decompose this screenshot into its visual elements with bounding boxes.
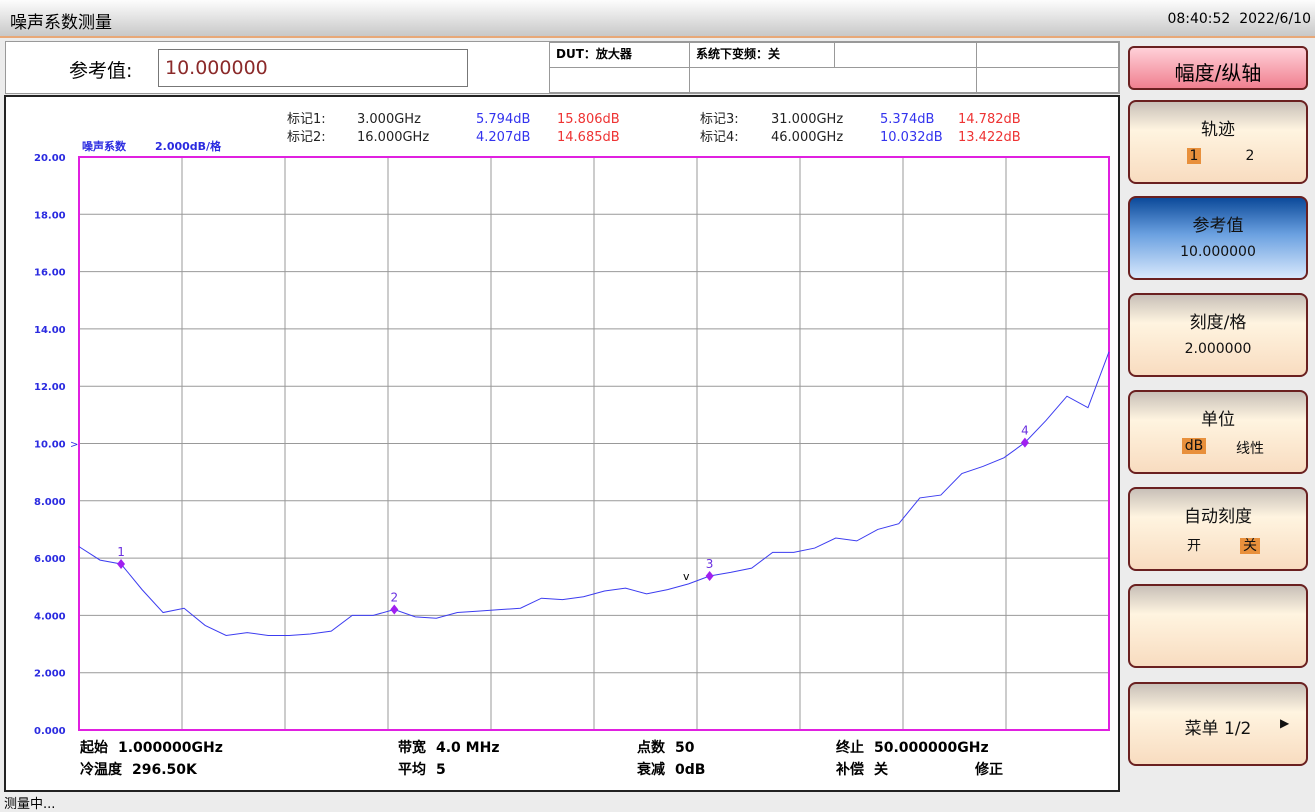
y-tick-label: 6.000 — [34, 554, 66, 565]
menu-arrow: ▶ — [1280, 716, 1290, 730]
footer-value: 1.000000GHz — [118, 740, 223, 756]
menu-option: 1 — [1174, 148, 1214, 164]
marker-readout-label: 标记3: — [700, 112, 739, 127]
datetime: 08:40:52 2022/6/10 — [1167, 11, 1311, 27]
y-tick-label: 0.000 — [34, 726, 66, 737]
y-tick-label: 12.00 — [34, 382, 66, 393]
marker-readout-gain: 14.685dB — [557, 130, 620, 145]
footer-key: 补偿 — [835, 761, 864, 778]
chart-title: 噪声系数 — [82, 139, 127, 153]
footer-key: 衰减 — [636, 761, 665, 778]
option-text[interactable]: 1 — [1186, 148, 1202, 164]
marker-readout-gain: 14.782dB — [958, 112, 1021, 127]
menu-option: dB — [1174, 438, 1214, 454]
marker-readout-nf: 10.032dB — [880, 130, 943, 145]
menu-option: 线性 — [1230, 438, 1270, 458]
marker-readout-label: 标记1: — [287, 112, 326, 127]
scale-label: 2.000dB/格 — [155, 139, 222, 153]
marker-readout-freq: 46.000GHz — [771, 130, 843, 145]
app-title: 噪声系数测量 — [10, 13, 112, 33]
marker-number: 3 — [706, 557, 714, 571]
option-text[interactable]: 关 — [1240, 538, 1260, 554]
footer-value: 4.0 MHz — [436, 740, 499, 756]
info-cell — [976, 67, 1119, 93]
menu-button-value: 10.000000 — [1180, 244, 1256, 260]
footer-key: 冷温度 — [80, 761, 123, 778]
trace-line — [78, 351, 1110, 636]
cursor-glyph: v — [683, 570, 690, 583]
menu-button[interactable]: 参考值 10.000000 — [1128, 196, 1308, 280]
menu-button-label: 刻度/格 — [1189, 313, 1247, 333]
footer-value: 50.000000GHz — [874, 740, 989, 756]
y-tick-label: 4.000 — [34, 611, 66, 622]
title-bar: 噪声系数测量 08:40:52 2022/6/10 — [0, 0, 1315, 38]
reference-indicator: > — [70, 440, 78, 451]
footer-key: 平均 — [398, 761, 426, 778]
marker-readout-label: 标记4: — [700, 130, 739, 145]
marker — [390, 604, 399, 615]
menu-button-label: 菜单 1/2 — [1184, 719, 1252, 739]
option-text[interactable]: 开 — [1187, 538, 1201, 554]
marker-readout-freq: 31.000GHz — [771, 112, 843, 127]
marker-readout-gain: 13.422dB — [958, 130, 1021, 145]
marker-number: 4 — [1021, 424, 1029, 438]
menu-button[interactable]: 轨迹 1 2 — [1128, 100, 1308, 184]
menu-button-label: 参考值 — [1192, 216, 1244, 236]
y-tick-label: 8.000 — [34, 497, 66, 508]
option-text[interactable]: 2 — [1245, 148, 1255, 164]
footer-value: 296.50K — [132, 762, 198, 778]
menu-title: 幅度/纵轴 — [1128, 46, 1308, 90]
marker-number: 1 — [117, 545, 125, 559]
menu-button[interactable]: 刻度/格 2.000000 — [1128, 293, 1308, 377]
marker-readout-nf: 4.207dB — [476, 130, 530, 145]
marker-readout-gain: 15.806dB — [557, 112, 620, 127]
marker-readout-nf: 5.374dB — [880, 112, 934, 127]
menu-option: 关 — [1230, 535, 1270, 555]
menu-option: 2 — [1230, 148, 1270, 164]
marker-number: 2 — [390, 590, 398, 604]
marker-readout-label: 标记2: — [287, 130, 326, 145]
menu-button-value: 2.000000 — [1184, 341, 1252, 357]
marker-readout-freq: 3.000GHz — [357, 112, 421, 127]
option-text[interactable]: 线性 — [1236, 441, 1264, 457]
y-tick-label: 18.00 — [34, 210, 66, 221]
marker-readout-nf: 5.794dB — [476, 112, 530, 127]
footer-key: 点数 — [637, 739, 666, 756]
marker-readout-freq: 16.000GHz — [357, 130, 429, 145]
footer-value: 50 — [675, 740, 695, 756]
marker — [705, 571, 714, 582]
y-tick-label: 20.00 — [34, 153, 66, 164]
y-tick-label: 2.000 — [34, 669, 66, 680]
reference-label: 参考值: — [69, 60, 133, 82]
footer-key: 起始 — [79, 739, 108, 756]
plot-border — [78, 156, 1110, 731]
header-row: 参考值: 10.000000 DUT：放大器 系统下变频：关 — [5, 41, 1120, 94]
chart: 噪声系数 2.000dB/格0.0002.0004.0006.0008.00010… — [34, 112, 1110, 778]
reference-input[interactable]: 10.000000 — [158, 49, 468, 87]
footer-key: 修正 — [974, 761, 1003, 778]
menu-button-label: 单位 — [1201, 410, 1235, 430]
menu-button-label: 轨迹 — [1201, 120, 1235, 140]
footer-key: 带宽 — [398, 739, 426, 756]
menu-button-label: 自动刻度 — [1184, 507, 1252, 527]
footer-value: 关 — [874, 761, 888, 778]
marker — [117, 559, 126, 570]
menu-button[interactable]: 自动刻度开 关 — [1128, 487, 1308, 571]
menu-button — [1128, 584, 1308, 668]
y-tick-label: 16.00 — [34, 268, 66, 279]
marker — [1020, 437, 1029, 448]
footer-value: 0dB — [675, 762, 705, 778]
footer-key: 终止 — [836, 739, 864, 756]
menu-button[interactable]: 单位 dB 线性 — [1128, 390, 1308, 474]
menu-button[interactable]: 菜单 1/2 ▶ — [1128, 682, 1308, 766]
y-tick-label: 10.00 — [34, 440, 66, 451]
footer-value: 5 — [436, 762, 446, 778]
status-text: 测量中... — [4, 797, 56, 812]
y-tick-label: 14.00 — [34, 325, 66, 336]
option-text[interactable]: dB — [1181, 438, 1207, 454]
menu-option: 开 — [1174, 535, 1214, 555]
